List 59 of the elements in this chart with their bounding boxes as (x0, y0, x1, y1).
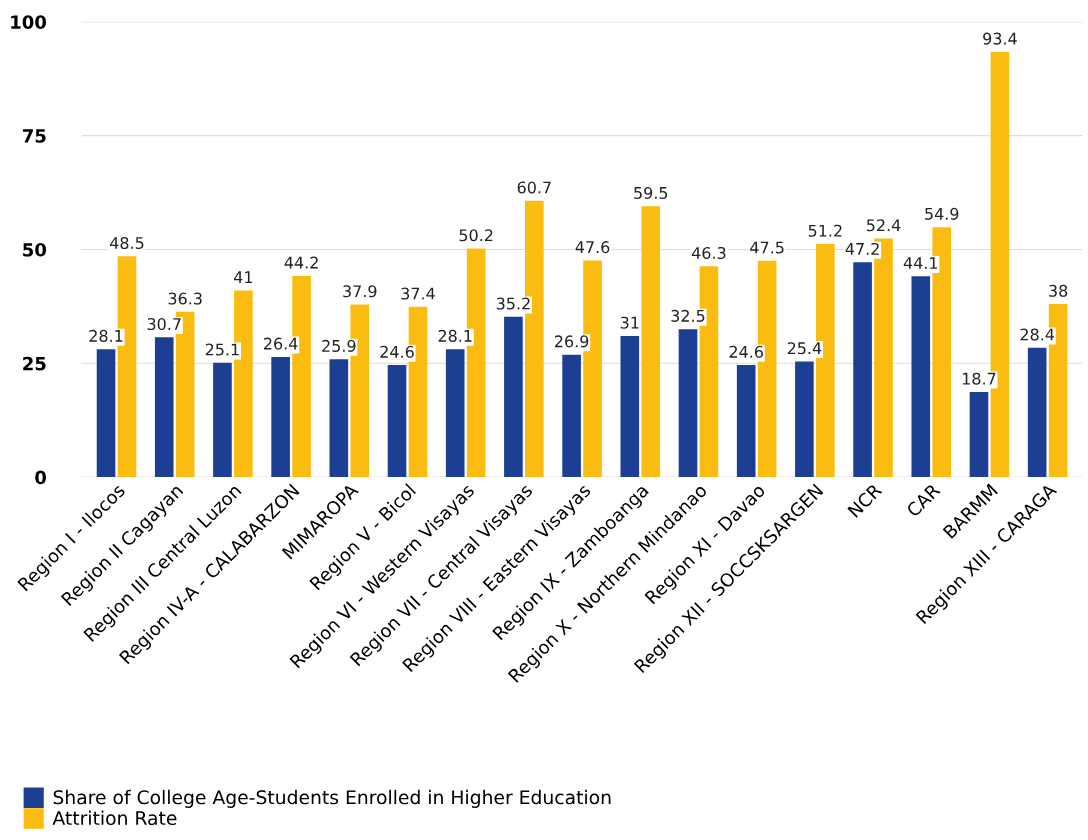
data-label: 24.6 (380, 345, 414, 358)
data-label: 30.7 (147, 318, 181, 331)
data-label: 37.4 (401, 287, 435, 300)
y-tick-label: 0 (35, 470, 47, 485)
bar (620, 335, 640, 478)
bar (911, 276, 931, 478)
data-label: 38 (1049, 284, 1068, 297)
data-label: 47.5 (750, 241, 784, 254)
data-label: 51.2 (808, 224, 842, 237)
bar (969, 391, 989, 478)
legend-label: Attrition Rate (52, 810, 177, 826)
data-label: 26.9 (554, 335, 589, 348)
data-label: 93.4 (983, 32, 1017, 45)
data-label: 52.4 (866, 219, 901, 232)
bar (736, 365, 756, 478)
data-label: 28.4 (1020, 328, 1055, 341)
bar (329, 359, 349, 478)
data-label: 54.9 (925, 207, 959, 220)
data-label: 44.1 (903, 257, 938, 269)
data-label: 25.9 (322, 339, 356, 352)
bar (562, 354, 581, 478)
data-label: 28.1 (89, 329, 123, 342)
data-label: 47.2 (845, 242, 879, 255)
data-label: 26.4 (264, 337, 298, 350)
bar (271, 356, 290, 478)
y-tick-label: 75 (22, 129, 46, 143)
data-label: 37.9 (343, 285, 377, 298)
bar (154, 337, 174, 478)
data-label: 46.3 (691, 246, 726, 260)
y-tick-label: 25 (23, 356, 46, 371)
y-tick-label: 100 (11, 15, 47, 29)
data-label: 31 (620, 316, 639, 329)
data-label: 25.4 (787, 342, 822, 355)
bar (1027, 347, 1047, 478)
data-label: 50.2 (459, 229, 493, 242)
data-label: 35.2 (496, 297, 530, 310)
data-label: 18.7 (962, 372, 996, 385)
bar (795, 361, 814, 478)
data-label: 59.5 (634, 186, 668, 199)
data-label: 41 (234, 271, 253, 283)
data-label: 36.3 (168, 292, 202, 305)
data-label: 60.7 (517, 181, 551, 194)
data-label: 28.1 (438, 329, 472, 342)
bar (641, 206, 661, 478)
bar (387, 365, 407, 478)
bar (504, 316, 523, 478)
bar (445, 349, 465, 478)
y-tick-label: 50 (23, 242, 47, 257)
data-label: 48.5 (109, 236, 144, 250)
bar (96, 349, 116, 478)
bar (213, 362, 232, 478)
data-label: 25.1 (205, 343, 239, 356)
legend-label: Share of College Age-Students Enrolled in Higher Education (53, 789, 611, 808)
data-label: 32.5 (671, 309, 705, 322)
data-label: 24.6 (729, 345, 763, 358)
bar (678, 329, 698, 478)
data-label: 44.2 (284, 256, 318, 269)
bar (853, 262, 872, 478)
data-label: 47.6 (575, 241, 610, 254)
